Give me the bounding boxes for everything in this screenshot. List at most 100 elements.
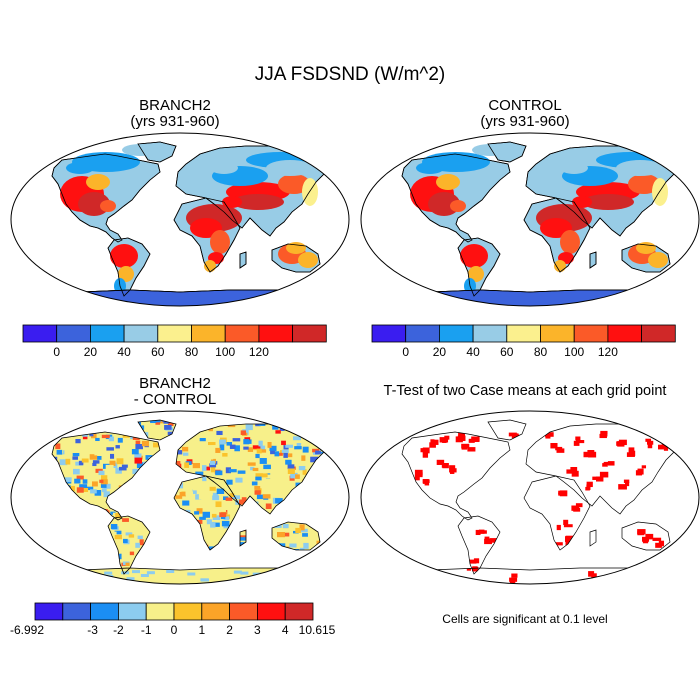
colorbar-swatch [34,602,64,621]
field-region [648,252,668,268]
coastline-madagascar [239,529,247,547]
figure-title: JJA FSDSND (W/m^2) [254,64,446,85]
colorbar-tick-label: -6.992 [10,623,44,637]
difference-field [38,420,328,584]
colorbar-tick-label: 20 [433,345,447,359]
coastline-greenland [137,141,177,163]
colorbar-tick-label: -1 [141,623,152,637]
map-branch2 [10,132,350,307]
map-border [360,410,700,585]
field-region [572,196,592,208]
coastline-southamerica [457,515,501,575]
colorbar-swatch [173,602,203,621]
panel-title-ttest: T-Test of two Case means at each grid po… [383,383,667,399]
field-region [266,160,314,176]
colorbar-swatch [284,602,314,621]
colorbar-swatch [371,324,407,343]
colorbar-swatch [123,324,159,343]
coastline-northamerica [51,153,161,243]
coastline-australia [621,521,671,551]
colorbar-tick-label: 0 [53,345,60,359]
colorbar-tick-label: 1 [198,623,205,637]
panel-title-line2: - CONTROL [133,391,217,408]
colorbar-swatch [506,324,541,343]
colorbar-swatch [90,602,119,621]
colorbar-swatch [256,602,286,621]
colorbar-swatch [292,324,327,343]
map-ttest [360,410,700,585]
colorbar-swatch [258,324,293,343]
field-region [204,260,216,272]
field-region [210,230,230,254]
colorbar-tick-label: 40 [117,345,131,359]
field-region [110,244,138,268]
colorbar-difference: -6.992 -3 -2 -1 0 1 2 3 4 10.615 [10,602,336,637]
colorbar-swatch [229,602,258,621]
field-region [78,192,110,216]
field-region [86,174,110,190]
coastline-africa [173,475,241,551]
significance-footnote: Cells are significant at 0.1 level [442,612,608,626]
field-region [554,260,566,272]
panel-title-line1: BRANCH2 [139,375,211,392]
coastline-australia [271,243,321,273]
panel-title-line1: CONTROL [488,97,562,114]
coastline-africa [173,197,241,273]
coastline-northamerica [401,153,511,243]
coastline-madagascar [589,251,597,269]
field-region [428,192,460,216]
panel-title-control: CONTROL (yrs 931-960) [390,98,660,130]
field-region [278,174,310,194]
colorbar-swatch [573,324,609,343]
colorbar-swatch [22,324,58,343]
field-region [628,174,660,194]
field-region [210,162,238,174]
field-region [122,144,158,156]
antarctica-field [36,289,324,306]
field-region [100,200,116,212]
colorbar-tick-label: 2 [226,623,233,637]
map-border [360,132,700,307]
field-region [472,144,508,156]
map-difference [10,410,350,585]
field-region [450,200,466,212]
colorbar-tick-label: 80 [185,345,199,359]
coastline-africa [523,197,591,273]
colorbar-tick-label: -2 [113,623,124,637]
panel-title-line2: (yrs 931-960) [480,113,570,130]
colorbar-swatch [405,324,440,343]
colorbar-tick-label: 60 [500,345,514,359]
colorbar-swatch [145,602,175,621]
colorbar-tick-label: 40 [466,345,480,359]
colorbar-swatch [191,324,226,343]
colorbar-swatch [439,324,474,343]
colorbar-tick-label: 0 [171,623,178,637]
colorbar-tick-label: 4 [282,623,289,637]
coastline-northamerica [51,431,161,521]
coastline-eurasia [175,145,329,237]
field-region [232,194,284,210]
field-region [298,252,318,268]
map-border [10,410,350,585]
coastline-australia [621,243,671,273]
field-region [468,266,484,282]
map-land-layer [386,419,679,584]
colorbar-tick-label: 100 [215,345,235,359]
colorbar-swatch [540,324,575,343]
coastline-greenland [487,419,527,441]
coastline-madagascar [239,251,247,269]
colorbar-tick-label: 100 [564,345,584,359]
colorbar-swatch [118,602,147,621]
panel-title-line1: BRANCH2 [139,97,211,114]
colorbar-control: 0 20 40 60 80 100 120 [371,324,676,359]
panel-title-branch2: BRANCH2 (yrs 931-960) [40,98,310,130]
field-region [436,174,460,190]
colorbar-swatch [607,324,642,343]
colorbar-tick-label: 10.615 [299,623,336,637]
coastline-greenland [137,419,177,441]
field-region [416,162,444,174]
field-region [460,244,488,268]
colorbar-tick-label: 80 [534,345,548,359]
map-land-layer [386,141,679,306]
coastline-eurasia [175,423,329,515]
